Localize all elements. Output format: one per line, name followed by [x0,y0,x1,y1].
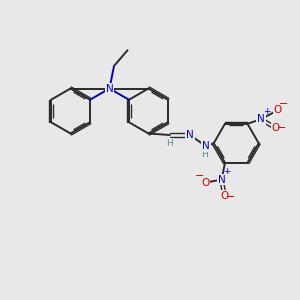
Text: +: + [223,167,231,176]
Text: N: N [106,83,113,94]
Text: N: N [257,114,265,124]
Text: N: N [186,130,194,140]
Text: +: + [263,107,271,116]
Text: N: N [202,141,210,151]
Text: O: O [272,123,280,133]
Text: H: H [201,150,208,159]
Text: −: − [194,171,204,181]
Text: H: H [167,139,173,148]
Text: −: − [226,192,235,202]
Text: −: − [279,99,288,109]
Text: O: O [220,191,229,201]
Text: −: − [277,123,287,133]
Text: O: O [201,178,209,188]
Text: N: N [218,175,226,184]
Text: O: O [273,105,282,115]
